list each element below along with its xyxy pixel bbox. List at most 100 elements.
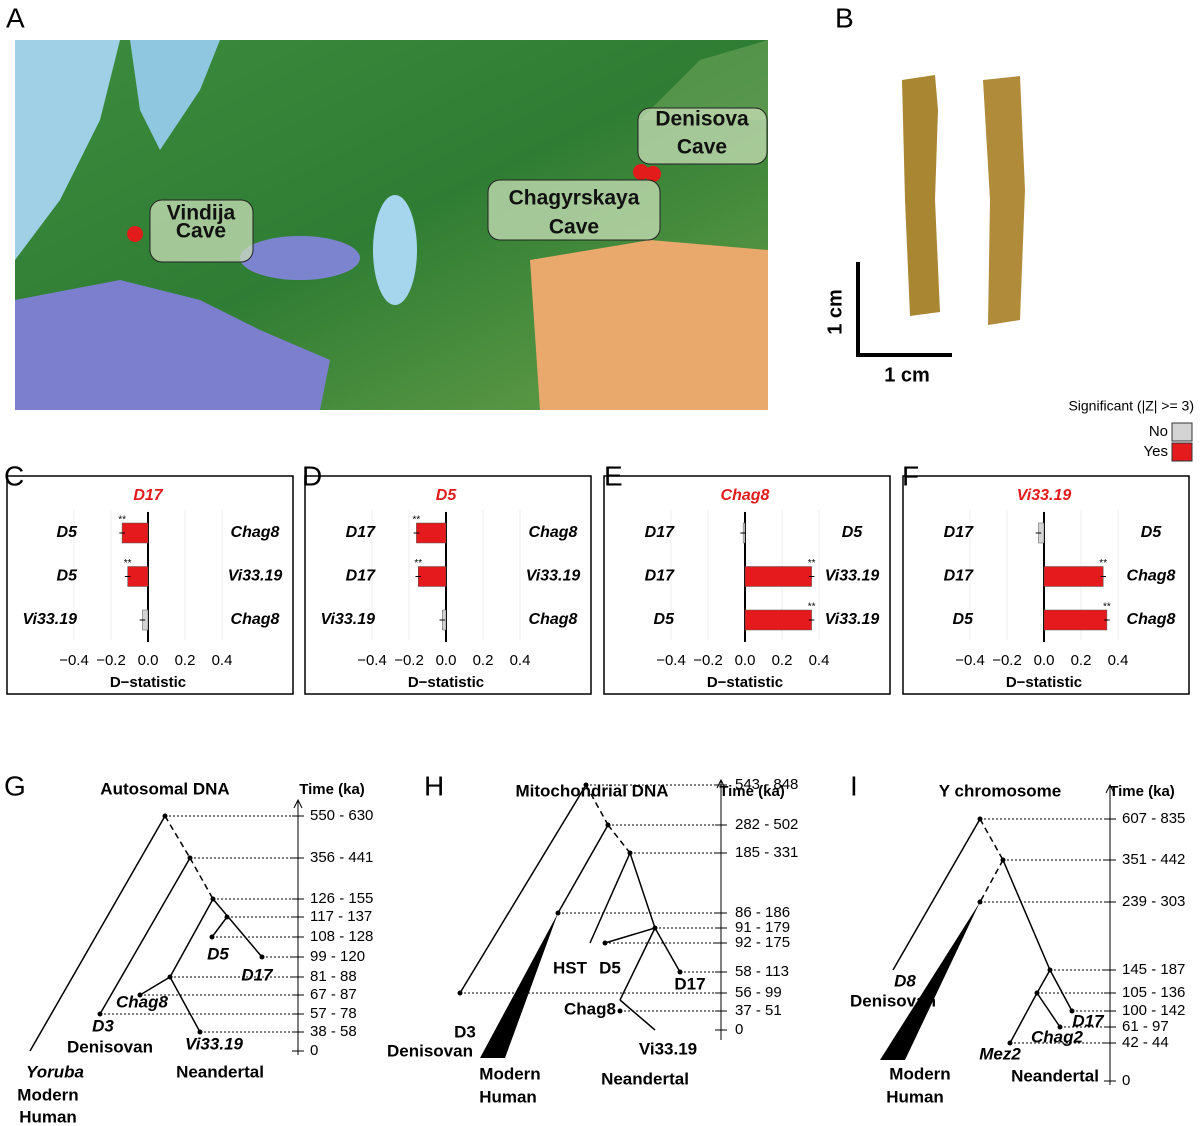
time-range: 99 - 120	[310, 948, 365, 965]
time-range: 100 - 142	[1122, 1002, 1185, 1019]
panel-label: H	[424, 770, 444, 801]
branch	[99, 857, 191, 1015]
x-tick-label: 0.0	[436, 652, 457, 669]
panel-label: I	[850, 770, 858, 801]
map	[15, 40, 768, 410]
x-tick-label: 0.2	[473, 652, 494, 669]
time-range: 282 - 502	[735, 816, 798, 833]
x-tick-label: 0.4	[212, 652, 233, 669]
row-left-label: D5	[57, 524, 79, 541]
modern-human-lineage	[880, 902, 980, 1060]
phylogeny: Y chromosome Time (ka) 607 - 835 351 - 442 2…	[850, 781, 1185, 1106]
row-right-label: Vi33.19	[825, 611, 880, 628]
time-range: 126 - 155	[310, 890, 373, 907]
x-tick-label: 0.4	[809, 652, 830, 669]
site-label: Cave	[549, 216, 599, 239]
row-left-label: D17	[944, 568, 974, 585]
panel-label: G	[4, 770, 26, 801]
taxon-label: HST	[553, 958, 588, 977]
row-right-label: Chag8	[231, 611, 280, 628]
x-tick-label: −0.2	[693, 652, 723, 669]
x-tick-label: −0.2	[992, 652, 1022, 669]
time-range: 0	[1122, 1072, 1130, 1089]
chart-frame	[6, 475, 294, 695]
significance-stars: **	[808, 602, 816, 613]
time-range: 351 - 442	[1122, 851, 1185, 868]
chart-frame	[902, 475, 1190, 695]
x-tick-label: 0.2	[772, 652, 793, 669]
bar	[1043, 566, 1104, 587]
x-tick-label: 0.4	[510, 652, 531, 669]
significance-stars: **	[414, 558, 422, 569]
row-left-label: D17	[944, 524, 974, 541]
significance-stars: **	[1099, 558, 1107, 569]
taxon-label: Neandertal	[1011, 1066, 1099, 1085]
taxon-label: D17	[241, 965, 274, 984]
x-axis-label: D−statistic	[408, 674, 484, 691]
bar-chart: Vi33.19 −0.4 −0.2 0.0 0.2 0.4 D−statistic D17 D5…	[902, 475, 1190, 695]
taxon-label: Vi33.19	[639, 1039, 697, 1058]
site-label: Vindija	[167, 202, 236, 225]
taxon-label: D5	[207, 944, 229, 963]
node	[617, 1008, 623, 1014]
time-range: 356 - 441	[310, 849, 373, 866]
legend-label: Yes	[1144, 443, 1168, 460]
bar	[416, 522, 447, 544]
branch	[979, 859, 1004, 903]
x-tick-label: 0.0	[138, 652, 159, 669]
taxon-label: Human	[479, 1087, 537, 1106]
row-left-label: D17	[645, 568, 675, 585]
taxon-label: D8	[894, 971, 916, 990]
time-range: 37 - 51	[735, 1002, 782, 1019]
time-range: 145 - 187	[1122, 961, 1185, 978]
branch	[619, 999, 656, 1031]
row-left-label: Vi33.19	[320, 611, 375, 628]
branch	[619, 927, 656, 1001]
taxon-label: Modern	[889, 1064, 950, 1083]
x-tick-label: 0.2	[1071, 652, 1092, 669]
x-axis-label: D−statistic	[707, 674, 783, 691]
taxon-label: D3	[454, 1022, 476, 1041]
legend-swatch	[1171, 442, 1193, 462]
branch	[1049, 969, 1073, 1012]
row-left-label: D17	[346, 524, 376, 541]
time-range: 117 - 137	[310, 908, 372, 925]
branch	[1036, 992, 1061, 1028]
axis-arrow	[1105, 783, 1115, 794]
time-range: 56 - 99	[735, 984, 782, 1001]
branch	[459, 784, 587, 994]
phylogeny: Mitochondrial DNA Time (ka)543 - 848 282 -…	[387, 776, 798, 1107]
row-right-label: Chag8	[1127, 568, 1176, 585]
x-axis-label: D−statistic	[110, 674, 186, 691]
branch	[1009, 992, 1038, 1044]
row-left-label: D17	[645, 524, 675, 541]
time-label: Time (ka)	[1109, 783, 1175, 800]
tree-title: Autosomal DNA	[100, 779, 229, 798]
taxon-label: Human	[19, 1107, 77, 1126]
site-label: Chagyrskaya	[509, 187, 640, 210]
bar	[744, 566, 812, 587]
x-tick-label: 0.2	[175, 652, 196, 669]
branch	[604, 927, 656, 944]
row-left-label: D5	[953, 611, 975, 628]
phylogeny: Autosomal DNA Time (ka) 550 - 630 356 - 441…	[17, 779, 373, 1126]
significance-stars: **	[808, 558, 816, 569]
branch	[892, 818, 981, 971]
bone-photo	[856, 75, 1025, 357]
branch	[607, 824, 631, 854]
panel-label: B	[835, 2, 854, 33]
bar	[127, 566, 149, 587]
taxon-label: D5	[599, 958, 621, 977]
time-range: 543 - 848	[735, 776, 798, 793]
taxon-label: Chag8	[116, 992, 169, 1011]
branch	[589, 852, 631, 944]
time-range: 86 - 186	[735, 904, 790, 921]
taxon-label: Modern	[17, 1085, 78, 1104]
taxon-label: D3	[92, 1016, 114, 1035]
taxon-label: Denisovan	[387, 1041, 473, 1060]
row-right-label: Chag8	[1127, 611, 1176, 628]
branch	[585, 784, 609, 826]
row-right-label: Vi33.19	[526, 568, 581, 585]
chart-title: Chag8	[721, 487, 770, 504]
